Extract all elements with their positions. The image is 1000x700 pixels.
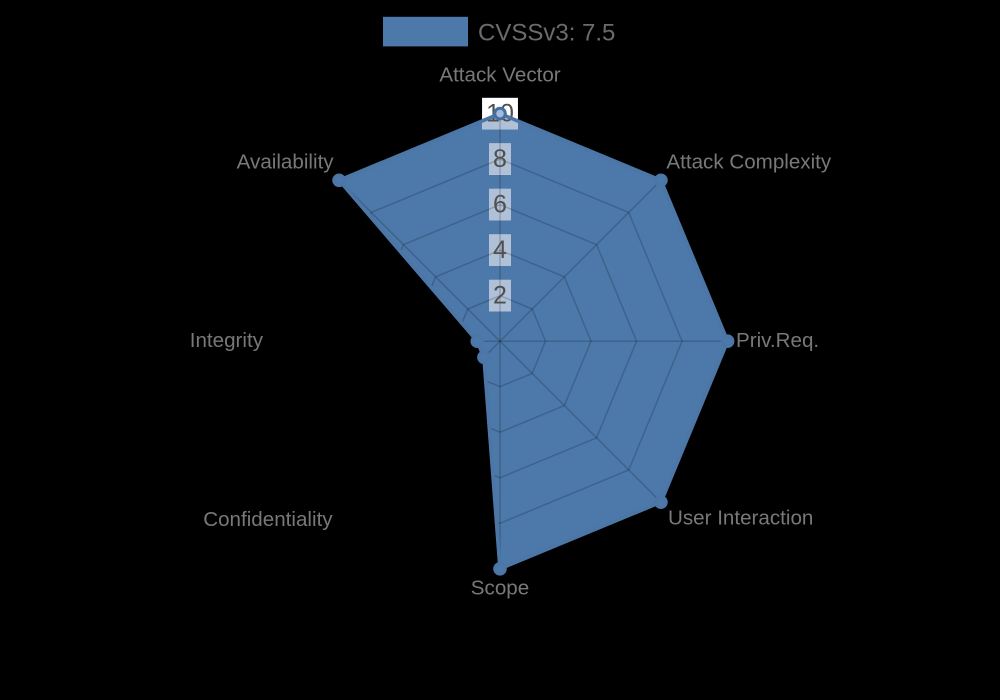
svg-text:8: 8: [493, 145, 507, 173]
svg-text:6: 6: [493, 191, 507, 219]
svg-text:Attack Complexity: Attack Complexity: [666, 151, 832, 174]
svg-text:Attack Vector: Attack Vector: [439, 64, 560, 87]
svg-text:4: 4: [493, 236, 507, 264]
svg-text:Confidentiality: Confidentiality: [203, 508, 333, 531]
svg-text:2: 2: [493, 282, 507, 310]
svg-text:User Interaction: User Interaction: [668, 507, 813, 530]
svg-text:Availability: Availability: [237, 151, 335, 174]
svg-text:CVSSv3: 7.5: CVSSv3: 7.5: [478, 20, 615, 47]
svg-text:Priv.Req.: Priv.Req.: [736, 329, 819, 352]
svg-text:Integrity: Integrity: [190, 329, 264, 352]
svg-text:Scope: Scope: [471, 577, 529, 600]
